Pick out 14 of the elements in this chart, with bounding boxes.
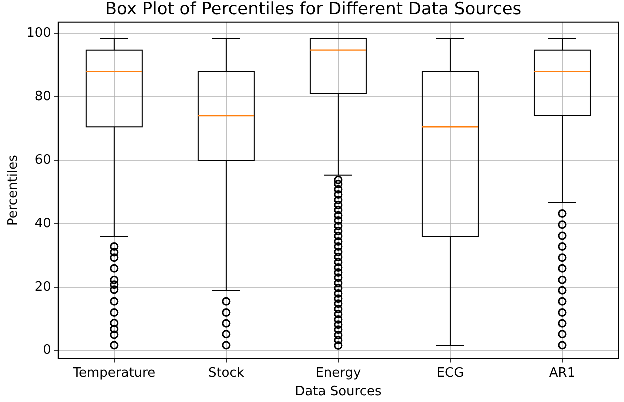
y-tick-label: 60 xyxy=(34,152,52,168)
x-tick-label: Energy xyxy=(316,366,362,381)
y-axis-title: Percentiles xyxy=(6,154,22,226)
y-tick-label: 0 xyxy=(43,343,52,358)
chart-title: Box Plot of Percentiles for Different Data Sources xyxy=(105,0,522,20)
y-tick-label: 20 xyxy=(34,280,52,295)
x-tick-label: Temperature xyxy=(72,366,156,381)
x-tick-label: ECG xyxy=(436,366,464,381)
x-axis-title: Data Sources xyxy=(295,384,382,400)
x-tick-label: AR1 xyxy=(549,366,576,381)
y-tick-label: 100 xyxy=(26,26,52,41)
x-tick-label: Stock xyxy=(208,366,245,381)
y-tick-label: 40 xyxy=(34,216,52,232)
y-tick-label: 80 xyxy=(34,89,52,104)
